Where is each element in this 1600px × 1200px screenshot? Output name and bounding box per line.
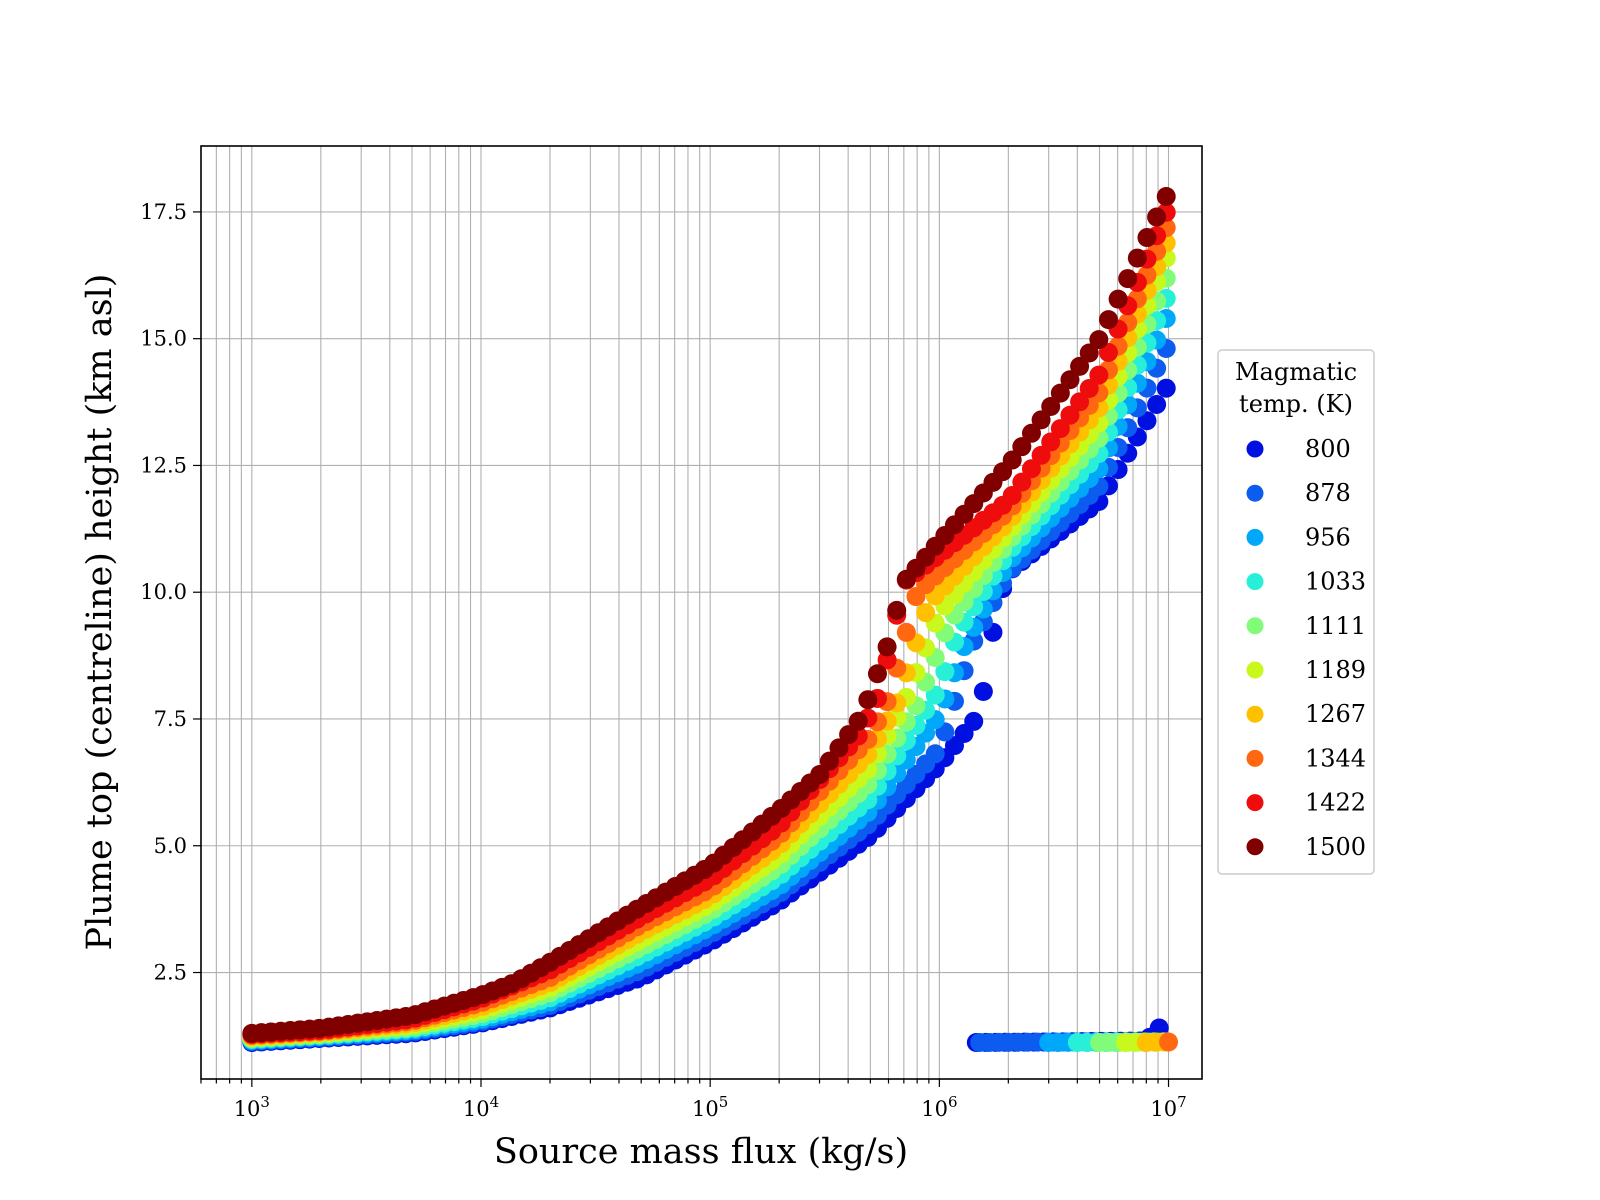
data-point — [848, 711, 868, 731]
branch-point — [1159, 1032, 1179, 1052]
legend-label-800: 800 — [1305, 435, 1351, 463]
y-tick-label: 2.5 — [154, 961, 187, 985]
data-point — [1060, 370, 1080, 390]
legend-items: 800 878 956 1033 1111 1189 1267 1344 1422 1500 — [1246, 435, 1366, 861]
data-point — [1089, 365, 1109, 385]
data-point — [1079, 379, 1099, 399]
data-point — [1031, 445, 1051, 465]
data-point — [1079, 343, 1099, 363]
y-tick-label: 15.0 — [140, 327, 187, 351]
data-point — [1031, 410, 1051, 430]
data-point — [1156, 187, 1176, 207]
data-point — [1002, 450, 1022, 470]
data-point — [1021, 459, 1041, 479]
data-point — [839, 725, 859, 745]
data-point — [1041, 397, 1061, 417]
data-point — [887, 600, 907, 620]
legend-marker-1344 — [1246, 749, 1264, 767]
data-point — [819, 751, 839, 771]
data-point — [1060, 405, 1080, 425]
data-points — [242, 187, 1179, 1052]
legend-label-956: 956 — [1305, 523, 1351, 551]
legend: Magmatic temp. (K) 800 878 956 1033 1111 1189… — [1217, 349, 1375, 875]
data-point — [1118, 269, 1138, 289]
legend-label-1111: 1111 — [1305, 612, 1366, 640]
data-point — [1089, 330, 1109, 350]
x-tick-label: 106 — [921, 1093, 957, 1121]
legend-marker-1267 — [1246, 705, 1264, 723]
data-point — [1050, 383, 1070, 403]
data-point — [1012, 437, 1032, 457]
legend-marker-878 — [1246, 484, 1264, 502]
x-tick-label: 105 — [692, 1093, 728, 1121]
y-tick-label: 7.5 — [154, 707, 187, 731]
legend-marker-956 — [1246, 528, 1264, 546]
legend-marker-1033 — [1246, 573, 1264, 591]
y-tick-label: 12.5 — [140, 453, 187, 477]
data-point — [867, 664, 887, 684]
data-point — [925, 744, 945, 764]
legend-label-1344: 1344 — [1305, 744, 1366, 772]
plot-frame — [200, 145, 1203, 1080]
data-point — [935, 662, 955, 682]
legend-title-line-2: temp. (K) — [1239, 390, 1353, 418]
legend-marker-800 — [1246, 440, 1264, 458]
legend-marker-1422 — [1246, 794, 1264, 812]
legend-marker-1111 — [1246, 617, 1264, 635]
data-point — [1108, 289, 1128, 309]
x-tick-label: 103 — [234, 1093, 270, 1121]
data-point — [1012, 472, 1032, 492]
y-tick-label: 17.5 — [140, 200, 187, 224]
x-tick-label: 107 — [1150, 1093, 1186, 1121]
data-point — [925, 685, 945, 705]
data-point — [916, 603, 936, 623]
data-point — [1002, 486, 1022, 506]
legend-label-1267: 1267 — [1305, 700, 1366, 728]
data-point — [973, 682, 993, 702]
data-point — [896, 622, 916, 642]
data-point — [810, 764, 830, 784]
legend-label-1189: 1189 — [1305, 656, 1366, 684]
data-point — [1156, 378, 1176, 398]
x-tick-label: 104 — [463, 1093, 499, 1121]
data-point — [1041, 432, 1061, 452]
data-point — [1147, 394, 1167, 414]
data-point — [1070, 392, 1090, 412]
data-point — [1147, 207, 1167, 227]
data-point — [858, 690, 878, 710]
data-point — [964, 711, 984, 731]
y-tick-label: 10.0 — [140, 580, 187, 604]
data-point — [829, 738, 849, 758]
legend-box — [1217, 349, 1375, 875]
legend-label-1500: 1500 — [1305, 833, 1366, 861]
legend-title-line-1: Magmatic — [1235, 358, 1357, 386]
data-point — [1137, 228, 1157, 248]
data-point — [1127, 248, 1147, 268]
data-point — [1021, 423, 1041, 443]
x-axis-label: Source mass flux (kg/s) — [494, 1132, 908, 1172]
data-point — [877, 637, 897, 657]
data-point — [1070, 356, 1090, 376]
legend-label-1033: 1033 — [1305, 568, 1366, 596]
legend-label-1422: 1422 — [1305, 789, 1366, 817]
y-tick-label: 5.0 — [154, 834, 187, 858]
legend-marker-1500 — [1246, 838, 1264, 856]
axis-ticks: 2.5 5.0 7.5 10.0 12.5 15.0 17.5 103 104 105 106 107 — [140, 200, 1186, 1121]
series-1500-points — [242, 187, 1176, 1043]
y-axis-label: Plume top (centreline) height (km asl) — [80, 274, 120, 951]
data-point — [1050, 419, 1070, 439]
legend-label-878: 878 — [1305, 479, 1351, 507]
data-point — [877, 650, 897, 670]
data-point — [1098, 310, 1118, 330]
legend-marker-1189 — [1246, 661, 1264, 679]
